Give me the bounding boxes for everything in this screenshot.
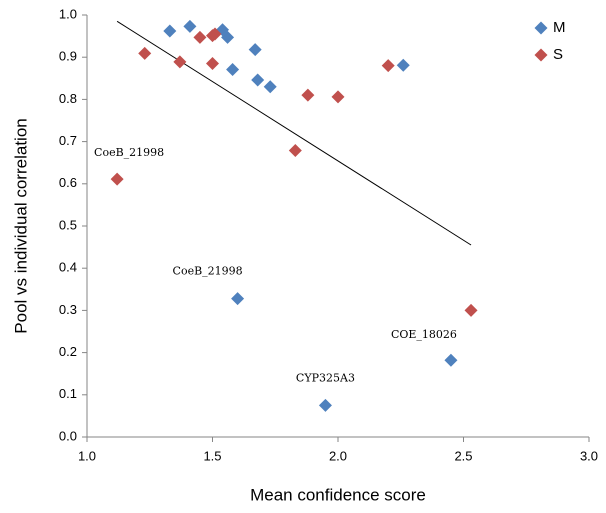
x-axis-title: Mean confidence score xyxy=(250,485,426,504)
legend-marker xyxy=(534,21,548,35)
x-tick-label: 3.0 xyxy=(580,448,598,463)
y-tick-label: 1.0 xyxy=(59,6,77,21)
y-tick-label: 0.0 xyxy=(59,428,77,443)
point xyxy=(138,46,152,60)
annotation: CoeB_21998 xyxy=(173,265,243,278)
annotation: CoeB_21998 xyxy=(94,146,164,159)
y-tick-label: 0.3 xyxy=(59,302,77,317)
y-tick-label: 0.9 xyxy=(59,49,77,64)
x-tick-label: 1.0 xyxy=(78,448,96,463)
point xyxy=(110,172,124,186)
point xyxy=(263,80,277,94)
point xyxy=(288,143,302,157)
y-tick-label: 0.5 xyxy=(59,217,77,232)
x-tick-label: 2.5 xyxy=(454,448,472,463)
y-tick-label: 0.4 xyxy=(59,260,77,275)
point xyxy=(231,292,245,306)
annotation: CYP325A3 xyxy=(296,371,355,384)
point xyxy=(208,27,222,41)
point xyxy=(193,30,207,44)
point xyxy=(318,398,332,412)
y-axis-title: Pool vs individual correlation xyxy=(11,118,30,333)
point xyxy=(226,62,240,76)
point xyxy=(301,88,315,102)
legend-label: S xyxy=(553,46,563,63)
trendline xyxy=(116,20,472,246)
x-tick-label: 2.0 xyxy=(329,448,347,463)
y-tick-label: 0.8 xyxy=(59,91,77,106)
point xyxy=(206,57,219,71)
point xyxy=(183,19,197,33)
y-tick-label: 0.2 xyxy=(59,344,77,359)
y-tick-label: 0.6 xyxy=(59,175,77,190)
point xyxy=(331,90,345,104)
y-tick-label: 0.1 xyxy=(59,386,77,401)
point xyxy=(163,24,177,38)
point xyxy=(248,43,262,57)
point xyxy=(173,55,187,69)
y-tick-label: 0.7 xyxy=(59,133,77,148)
point xyxy=(251,73,265,87)
x-tick-label: 1.5 xyxy=(203,448,221,463)
point xyxy=(221,30,235,44)
point xyxy=(464,303,478,317)
point xyxy=(396,58,410,72)
legend-label: M xyxy=(553,19,566,36)
legend-marker xyxy=(534,48,548,62)
point xyxy=(444,353,458,367)
annotation: COE_18026 xyxy=(391,328,457,341)
point xyxy=(381,59,395,73)
